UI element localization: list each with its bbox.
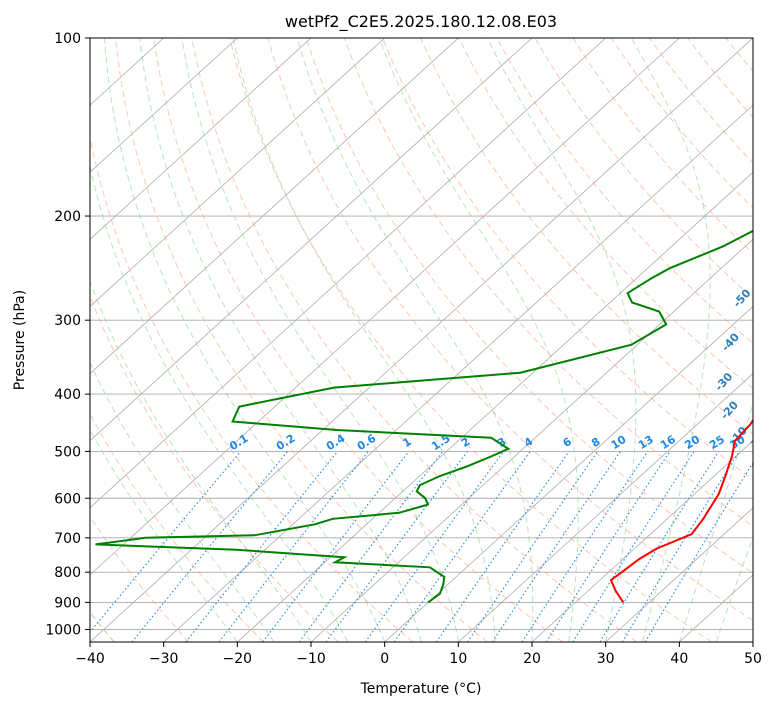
x-tick-label: 30 (597, 651, 615, 667)
x-tick-label: −30 (149, 651, 179, 667)
y-tick-label: 500 (54, 444, 81, 460)
y-tick-label: 800 (54, 565, 81, 581)
y-tick-label: 700 (54, 531, 81, 547)
y-axis-label: Pressure (hPa) (12, 290, 28, 390)
x-tick-label: 0 (380, 651, 389, 667)
y-tick-label: 300 (54, 313, 81, 329)
chart-title: wetPf2_C2E5.2025.180.12.08.E03 (285, 12, 557, 32)
x-axis-label: Temperature (°C) (360, 681, 482, 697)
x-tick-label: 50 (744, 651, 762, 667)
x-tick-label: 10 (449, 651, 467, 667)
x-tick-label: −10 (296, 651, 326, 667)
x-tick-label: 20 (523, 651, 541, 667)
y-tick-label: 200 (54, 209, 81, 225)
x-tick-label: −20 (223, 651, 253, 667)
y-tick-label: 100 (54, 31, 81, 47)
y-tick-label: 900 (54, 595, 81, 611)
y-tick-label: 1000 (45, 622, 81, 638)
x-tick-label: 40 (670, 651, 688, 667)
y-tick-label: 400 (54, 387, 81, 403)
y-tick-label: 600 (54, 491, 81, 507)
x-tick-label: −40 (75, 651, 105, 667)
